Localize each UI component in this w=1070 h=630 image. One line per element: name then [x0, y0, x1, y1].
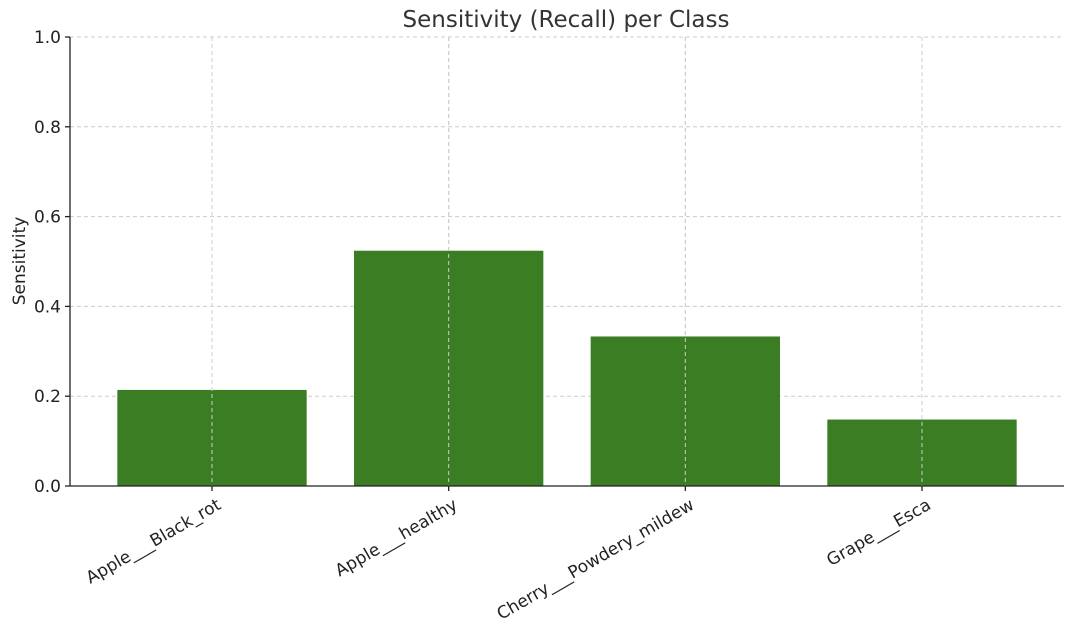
x-tick-label: Grape___Esca	[823, 495, 934, 571]
y-tick-label: 0.0	[34, 477, 61, 497]
chart-title: Sensitivity (Recall) per Class	[403, 7, 730, 33]
y-tick-label: 1.0	[34, 28, 61, 48]
y-axis-label: Sensitivity	[10, 217, 30, 306]
x-tick-label: Apple___healthy	[332, 495, 461, 581]
y-tick-label: 0.8	[34, 118, 61, 138]
y-tick-label: 0.4	[34, 297, 61, 317]
y-tick-label: 0.6	[34, 208, 61, 228]
axes	[65, 36, 1064, 491]
x-tick-label: Cherry___Powdery_mildew	[494, 495, 698, 624]
bars	[117, 37, 1017, 486]
y-tick-label: 0.2	[34, 387, 61, 407]
x-tick-label: Apple___Black_rot	[83, 495, 225, 589]
